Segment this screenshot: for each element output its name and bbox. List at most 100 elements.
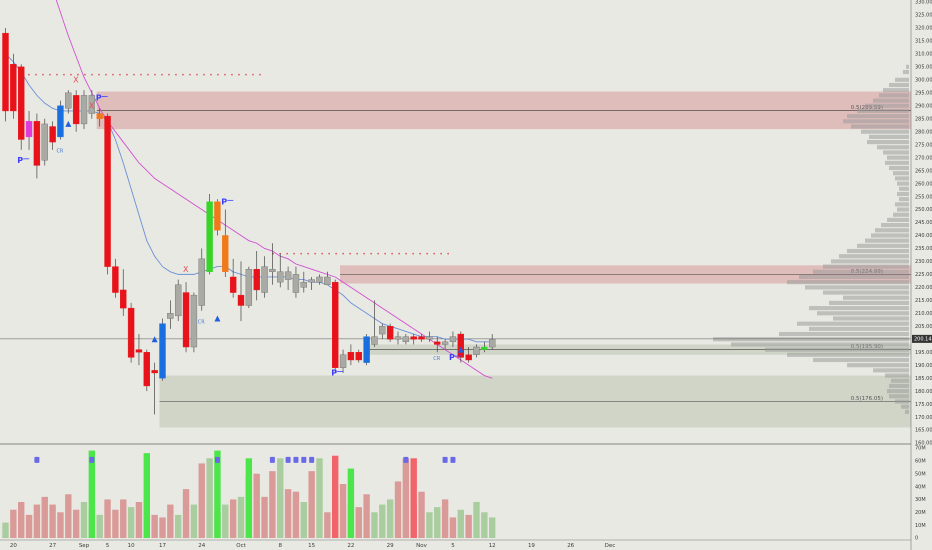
profile-bar-65 <box>901 404 909 409</box>
candle-body-18 <box>143 352 151 387</box>
price-tick-16: 250.00 <box>915 207 932 213</box>
volume-spike-1 <box>143 453 150 538</box>
candle-body-58 <box>457 333 464 358</box>
volume-tick-2: 50M <box>915 471 926 477</box>
profile-bar-7 <box>865 103 909 108</box>
candle-body-20 <box>159 323 166 379</box>
volume-spike-6 <box>410 458 417 538</box>
price-tick-29: 185.00 <box>915 376 932 382</box>
volume-bar-56 <box>441 499 449 538</box>
price-tick-7: 295.00 <box>915 90 932 96</box>
profile-bar-9 <box>847 114 909 119</box>
volume-bar-47 <box>371 512 378 538</box>
x-tick-9: 15 <box>308 543 315 549</box>
candle-body-57 <box>449 336 457 343</box>
x-tick-7: Oct <box>236 543 246 549</box>
volume-bar-30 <box>237 496 245 538</box>
volume-bar-61 <box>481 512 488 538</box>
profile-bar-25 <box>899 197 909 202</box>
candle-body-40 <box>316 276 323 283</box>
candle-body-22 <box>174 284 182 317</box>
profile-bar-2 <box>895 77 909 82</box>
current-price-label: 200.14 <box>914 337 932 343</box>
candle-body-19 <box>151 370 158 374</box>
volume-bar-62 <box>489 517 496 538</box>
candle-body-7 <box>57 105 64 138</box>
volume-spike-5 <box>347 468 355 538</box>
volume-panel <box>0 443 911 538</box>
profile-bar-53 <box>731 342 909 347</box>
candle-body-25 <box>198 258 205 306</box>
signal-p-2: P <box>221 197 227 206</box>
candle-body-31 <box>245 268 253 306</box>
ma-slow-line <box>55 0 493 379</box>
price-tick-30: 180.00 <box>915 389 932 395</box>
candle-body-33 <box>261 266 268 293</box>
profile-bar-12 <box>861 129 909 134</box>
profile-bar-28 <box>893 212 909 217</box>
volume-marker-7 <box>309 456 315 463</box>
x-tick-0: 20 <box>10 543 17 549</box>
candle-body-61 <box>481 346 488 350</box>
candle-body-17 <box>135 349 143 353</box>
price-tick-21: 225.00 <box>915 272 932 278</box>
signal-triangle-0 <box>65 120 72 127</box>
volume-bar-58 <box>457 509 464 538</box>
volume-bar-32 <box>253 473 260 538</box>
price-tick-17: 245.00 <box>915 220 932 226</box>
profile-bar-18 <box>885 160 909 165</box>
line-layer <box>0 0 911 379</box>
profile-bar-41 <box>787 280 909 285</box>
candle-body-14 <box>112 266 119 293</box>
candle-body-0 <box>2 32 9 112</box>
candle-body-62 <box>489 339 496 348</box>
volume-spike-3 <box>245 458 253 538</box>
signal-x-2: X <box>183 265 189 274</box>
candle-body-34 <box>269 268 276 272</box>
profile-bar-14 <box>867 140 909 145</box>
candle-body-30 <box>237 294 245 306</box>
volume-tick-4: 30M <box>915 497 926 503</box>
volume-bar-6 <box>49 504 56 538</box>
profile-bar-35 <box>847 248 909 254</box>
candle-body-38 <box>300 281 307 288</box>
profile-bar-62 <box>887 389 909 394</box>
profile-bar-34 <box>857 243 909 248</box>
candle-body-9 <box>72 95 80 125</box>
volume-bar-51 <box>402 458 410 538</box>
price-tick-1: 325.00 <box>915 13 932 19</box>
profile-bar-45 <box>829 300 909 305</box>
price-tick-5: 305.00 <box>915 65 932 71</box>
volume-bar-5 <box>41 496 48 538</box>
x-tick-1: 27 <box>49 543 56 549</box>
volume-marker-3 <box>269 456 275 463</box>
volume-bar-15 <box>120 499 127 538</box>
candle-body-56 <box>441 341 449 345</box>
price-tick-0: 330.00 <box>915 0 932 6</box>
signal-triangle-3 <box>457 346 464 353</box>
candle-body-13 <box>104 115 111 267</box>
profile-bar-1 <box>903 69 909 75</box>
profile-bar-19 <box>889 165 909 171</box>
x-tick-12: Nov <box>416 543 427 549</box>
candle-body-32 <box>253 268 260 291</box>
volume-bar-39 <box>308 471 315 538</box>
volume-bar-16 <box>127 507 135 538</box>
candle-body-48 <box>379 326 386 335</box>
price-tick-18: 240.00 <box>915 233 932 239</box>
profile-bar-55 <box>787 352 909 357</box>
current-price-box <box>912 334 932 343</box>
volume-tick-1: 60M <box>915 459 926 465</box>
profile-bar-57 <box>847 363 909 368</box>
profile-bar-60 <box>891 378 909 383</box>
candle-body-3 <box>25 121 33 138</box>
volume-bar-9 <box>72 509 80 538</box>
price-tick-13: 265.00 <box>915 168 932 174</box>
volume-tick-0: 70M <box>915 446 926 452</box>
x-tick-10: 22 <box>347 543 354 549</box>
x-tick-4: 10 <box>128 543 135 549</box>
profile-bar-46 <box>809 306 909 311</box>
candle-body-60 <box>473 346 480 355</box>
signal-x-0: X <box>73 75 79 84</box>
